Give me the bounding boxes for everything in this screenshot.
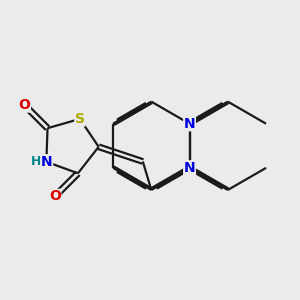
Text: O: O <box>49 189 61 203</box>
Text: O: O <box>19 98 30 112</box>
Text: N: N <box>41 155 52 169</box>
Text: H: H <box>31 155 41 168</box>
Text: N: N <box>184 161 195 175</box>
Text: S: S <box>75 112 85 126</box>
Text: N: N <box>184 117 195 131</box>
